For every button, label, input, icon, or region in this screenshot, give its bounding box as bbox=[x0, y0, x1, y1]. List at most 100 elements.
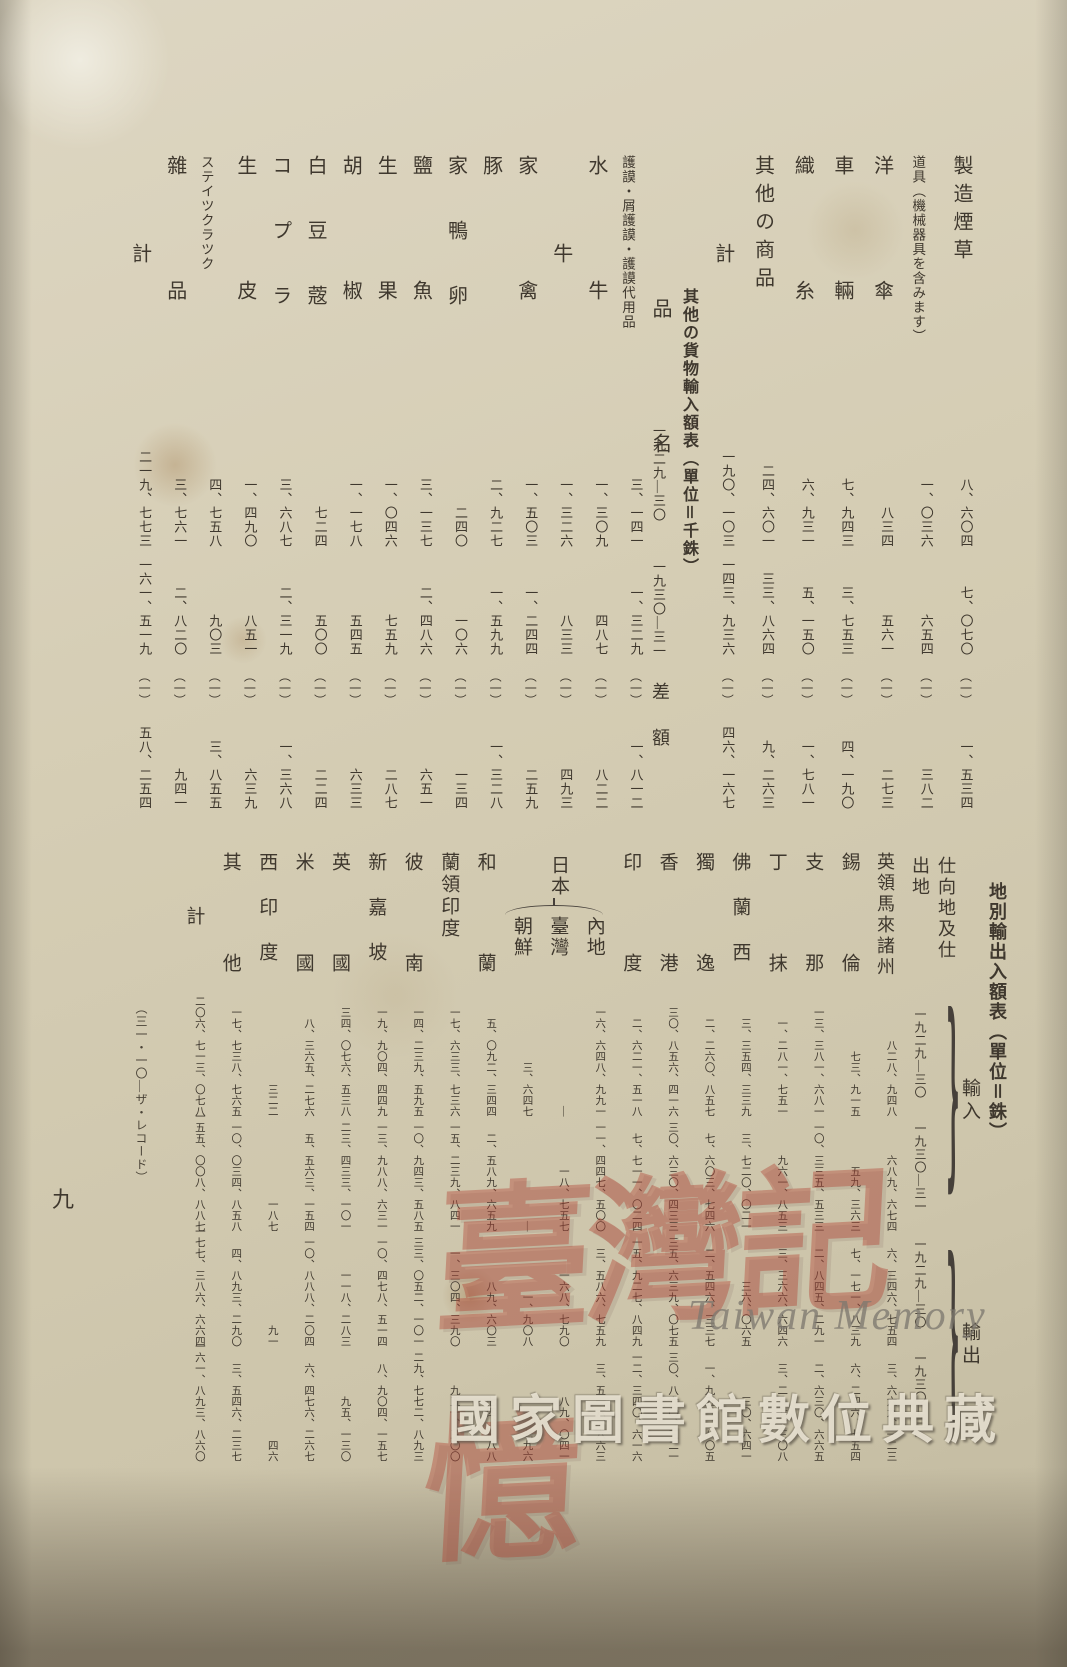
difference-value: 一、八一二 bbox=[628, 740, 644, 810]
value-band: 一〇、〇三四、八五八 bbox=[217, 1118, 255, 1232]
region-name: 朝鮮 bbox=[511, 916, 532, 958]
value-band: 三〇、六四一 bbox=[726, 1348, 764, 1462]
value: 一八、七五七 bbox=[557, 1166, 569, 1232]
difference-value: 三八二 bbox=[918, 768, 934, 810]
value: 五、〇九二、三四四 bbox=[485, 1018, 497, 1117]
value: 七五九 bbox=[382, 614, 398, 656]
value-band: 五九、三六三 bbox=[836, 1118, 874, 1232]
value: 一五、二三九、八四一 bbox=[448, 1122, 460, 1232]
row-name: 其他の商品 bbox=[751, 155, 774, 295]
row-name: 護謨・屑護謨・護謨代用品 bbox=[620, 155, 635, 329]
difference-sign: （一） bbox=[720, 670, 735, 706]
value-band: 三、五八六、七五九 bbox=[581, 1233, 619, 1347]
value-band: 三、五一六、六六三 bbox=[581, 1348, 619, 1462]
value-band: 八五一 bbox=[231, 556, 269, 656]
value: 一六、六四八、九九一 bbox=[594, 1007, 606, 1117]
difference-sign: （一） bbox=[628, 670, 643, 706]
value: 一七、六三三、七三六 bbox=[448, 1007, 460, 1117]
value: 一〇、九四三、五八五 bbox=[412, 1122, 424, 1232]
difference-band: （一） 一、五三四 bbox=[947, 670, 985, 810]
value-band: 七四、一八八 bbox=[472, 1348, 510, 1462]
value: 四、八九三、二九〇 bbox=[230, 1248, 242, 1347]
difference-band: （一） 六三三 bbox=[336, 670, 374, 810]
table-column: 計一九〇、一〇三 一四三、九三六 （一） 四六、一六七 bbox=[709, 0, 747, 1667]
value-band: 三、三五四、三三九 bbox=[726, 1003, 764, 1117]
difference-value: 四六、一六七 bbox=[720, 726, 736, 810]
value-band: 一、三二六 bbox=[547, 420, 585, 548]
value: 三、一四一 bbox=[628, 478, 644, 548]
value-band: 一五五、〇〇八、八八七 bbox=[180, 1111, 218, 1232]
value-band: 三、五四六、二三七 bbox=[217, 1348, 255, 1462]
exports-year2-label: 一九三〇―三一 bbox=[913, 1352, 927, 1443]
value-band: 七、一七一、八三九 bbox=[836, 1233, 874, 1347]
row-name: 織糸 bbox=[791, 155, 814, 405]
value-band: 三、六八七 bbox=[266, 420, 304, 548]
value: 一、三〇九 bbox=[593, 478, 609, 548]
difference-sign: （一） bbox=[207, 670, 222, 706]
value-band: 四、七五八 bbox=[196, 420, 234, 548]
table-column: 牛一、三二六 八三三 （一） 四九三 bbox=[547, 0, 585, 1667]
value-band: 六五四 bbox=[907, 556, 945, 656]
value-band: 一九、九〇四、四四九 bbox=[362, 1003, 400, 1117]
value: 九五、一三〇 bbox=[339, 1396, 351, 1462]
region-column: 英領馬來諸州 八二八、九四八 六八九、六七四 六、三四六、七五四 三、六六九、一二三 bbox=[872, 0, 910, 1667]
difference-sign: （一） bbox=[172, 670, 187, 706]
region-column: 朝鮮 三、六四七 ― 一、九〇八 七九六 bbox=[508, 0, 546, 1667]
taiwan-memory-stamp: 臺灣記憶 bbox=[418, 1154, 890, 1584]
table-column: 鹽魚 三、一三七 二、四八六 （一） 六五一 bbox=[406, 0, 444, 1667]
value-band: 六、四七六、二六七 bbox=[290, 1348, 328, 1462]
row-name: 家鴨卵 bbox=[444, 155, 467, 350]
table-column: 家禽 一、五〇三 一、二四四 （一） 二五九 bbox=[512, 0, 550, 1667]
difference-band: （一） 八二二 bbox=[582, 670, 620, 810]
value-band: 七、六〇三、七四六 bbox=[690, 1118, 728, 1232]
value-band: 一、三〇九 bbox=[582, 420, 620, 548]
difference-sign: （一） bbox=[242, 670, 257, 706]
value-band: 一〇、八八八、二〇四 bbox=[290, 1233, 328, 1347]
difference-sign: （一） bbox=[958, 670, 973, 706]
difference-value: 一、三二八 bbox=[488, 740, 504, 810]
value-band: 一、〇四六 bbox=[371, 420, 409, 548]
value: 一、〇三六 bbox=[918, 478, 934, 548]
value: 一一、四四七、五〇〇 bbox=[594, 1122, 606, 1232]
value-band: 九五一、三〇〇 bbox=[435, 1348, 473, 1462]
value-band: 二、五四六、三三七 bbox=[690, 1233, 728, 1347]
row-name: 豚 bbox=[479, 155, 502, 178]
value-band: 一〇、三三五、五三三 bbox=[799, 1118, 837, 1232]
imports-year1-label: 一九二九―三〇 bbox=[913, 1008, 927, 1099]
region-column: 獨逸 二、二六〇、八五七 七、六〇三、七四六 二、五四六、三三七 一、九五三、八〇五 bbox=[690, 0, 728, 1667]
value: 二、九二七 bbox=[488, 478, 504, 548]
value-band: 一、二八一、七五一 bbox=[763, 1003, 801, 1117]
imports-group-label: 輸入 bbox=[959, 1078, 980, 1124]
value: 三〇、六四一 bbox=[739, 1396, 751, 1462]
region-name: 新嘉坡 bbox=[365, 852, 387, 987]
value-band: 一二、三四〇、六一六 bbox=[617, 1348, 655, 1462]
table-column: 白豆蔲 七二四 五〇〇 （一） 二二四 bbox=[301, 0, 339, 1667]
difference-band: （一） 二二四 bbox=[301, 670, 339, 810]
value: 五六一 bbox=[879, 614, 895, 656]
value: 二、五八九、六五九 bbox=[485, 1133, 497, 1232]
table-column: 洋傘 八三四 五六一 （一） 二七三 bbox=[868, 0, 906, 1667]
table-column: 水牛 一、三〇九 四八七 （一） 八二二 bbox=[582, 0, 620, 1667]
value: 七三、九一五 bbox=[849, 1051, 861, 1117]
value: 一、三二六 bbox=[558, 478, 574, 548]
table-column: 家鴨卵 二四〇 一〇六 （一） 一三四 bbox=[442, 0, 480, 1667]
value: 八九、六〇三 bbox=[485, 1281, 497, 1347]
value: 二九、七七二、八九三 bbox=[412, 1352, 424, 1462]
value: 三、七五三 bbox=[839, 586, 855, 656]
value: 一、二八一、七五一 bbox=[776, 1018, 788, 1117]
region-column: 計二〇六、七一三、〇七八 一五五、〇〇八、八八七 一七七、三八六、六六四 一六一、八九… bbox=[180, 0, 218, 1667]
value: 八、六〇四 bbox=[958, 478, 974, 548]
region-column: 佛蘭西 三、三五四、三三九 三、七二〇、〇二一 三六、〇六五 三〇、六四一 bbox=[726, 0, 764, 1667]
row-name: 胡椒 bbox=[339, 155, 362, 405]
value: 六、三四六、七五四 bbox=[885, 1248, 897, 1347]
value-band: 二一九、七七三 bbox=[126, 420, 164, 548]
difference-sign: （一） bbox=[382, 670, 397, 706]
value: 一、三〇四、三九〇 bbox=[448, 1248, 460, 1347]
value: 二四〇 bbox=[453, 506, 468, 548]
value-band: 九一 bbox=[253, 1233, 291, 1347]
value-band: 一四三、九三六 bbox=[709, 556, 747, 656]
value-band: 三三、〇五二、一〇一 bbox=[399, 1233, 437, 1347]
value-band: 八、九〇四、一五七 bbox=[362, 1348, 400, 1462]
value: 六、九三一 bbox=[799, 478, 815, 548]
value: 七、一七一、八三九 bbox=[849, 1248, 861, 1347]
